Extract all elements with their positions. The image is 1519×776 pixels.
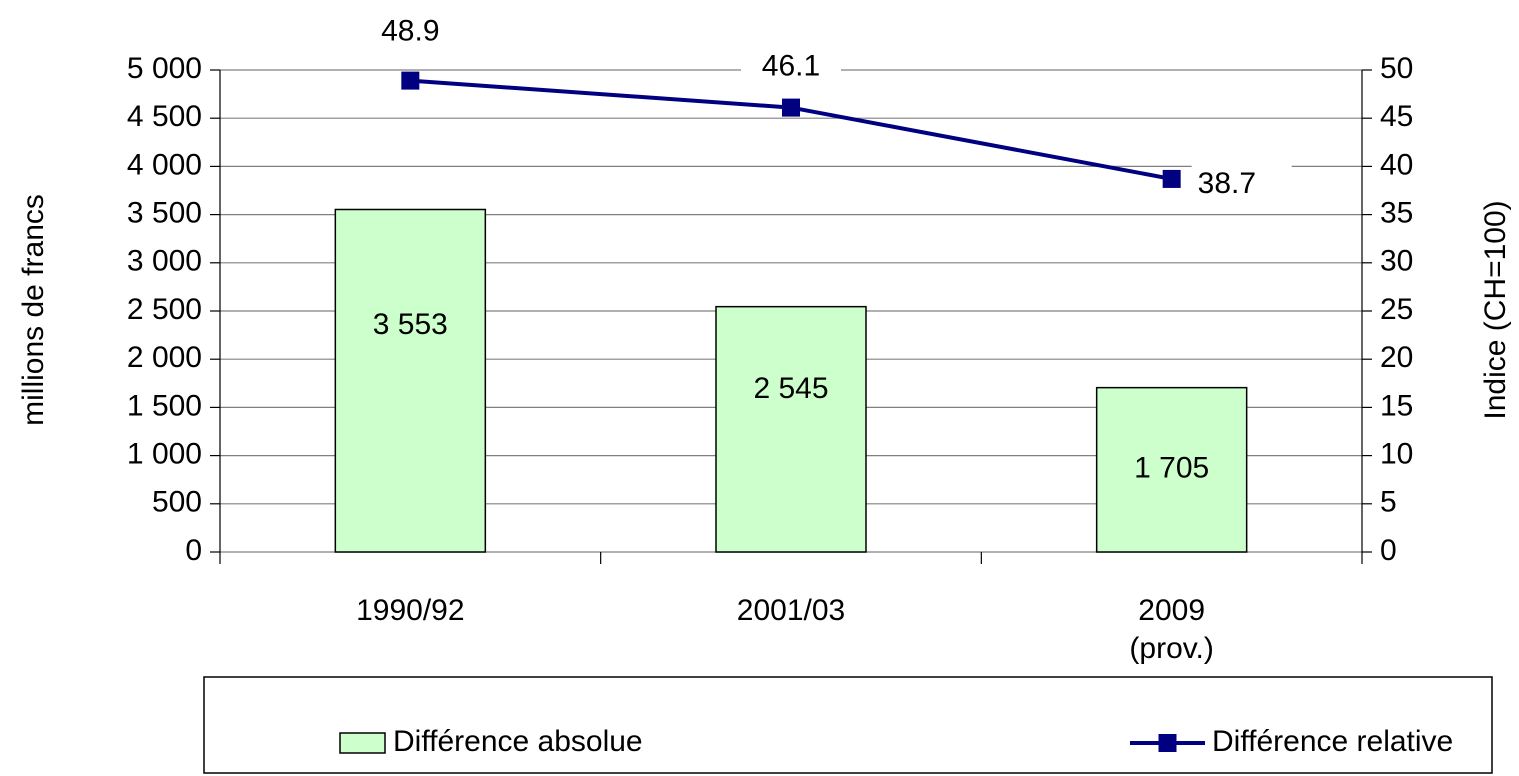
y2-tick-label: 30	[1380, 245, 1413, 278]
y2-tick-label: 25	[1380, 293, 1413, 326]
bar	[1095, 386, 1248, 553]
y-tick-label: 4 500	[127, 100, 202, 133]
bar	[715, 305, 867, 553]
y2-tick-label: 40	[1380, 148, 1413, 181]
label-bg	[1191, 164, 1292, 205]
line-marker	[401, 71, 420, 90]
y2-axis-title: Indice (CH=100)	[1479, 200, 1512, 419]
line-marker	[1162, 169, 1181, 188]
y2-tick-label: 45	[1380, 100, 1413, 133]
y-tick-label: 2 000	[127, 341, 202, 374]
y2-tick-label: 10	[1380, 438, 1413, 471]
bar-value-label: 1 705	[1134, 452, 1209, 485]
line-value-label: 48.9	[381, 15, 439, 48]
line-value-label: 46.1	[762, 50, 820, 83]
y-tick-label: 4 000	[127, 148, 202, 181]
line	[410, 78, 1173, 181]
y-axis-title: millions de francs	[17, 194, 50, 426]
y-tick-label: 0	[185, 534, 202, 567]
line-value-label: 38.7	[1198, 167, 1256, 200]
legend-swatch	[339, 732, 386, 754]
line-marker	[782, 98, 800, 117]
y-tick-label: 1 500	[127, 389, 202, 422]
y2-tick-label: 15	[1380, 389, 1413, 422]
bar	[334, 208, 487, 553]
y-tick-label: 1 000	[127, 438, 202, 471]
bar-value-label: 3 553	[373, 308, 448, 341]
x-tick-label: 2009 (prov.)	[1129, 594, 1214, 665]
y-tick-label: 5 000	[127, 52, 202, 85]
y-tick-label: 500	[152, 486, 202, 519]
x-tick-label: 1990/92	[356, 594, 465, 627]
y2-tick-label: 20	[1380, 341, 1413, 374]
y2-tick-label: 35	[1380, 197, 1413, 230]
label-bg	[360, 12, 461, 53]
y2-tick-label: 0	[1380, 534, 1397, 567]
legend-box	[203, 676, 1493, 774]
bar-value-label: 2 545	[753, 372, 828, 405]
label-bg	[741, 47, 841, 88]
y-tick-label: 3 500	[127, 197, 202, 230]
y2-tick-label: 5	[1380, 486, 1397, 519]
legend-marker	[1158, 734, 1177, 752]
y2-tick-label: 50	[1380, 52, 1413, 85]
x-tick-label: 2001/03	[736, 594, 846, 627]
legend-label: Différence relative	[1212, 725, 1453, 758]
y-tick-label: 2 500	[127, 293, 202, 326]
legend-label: Différence absolue	[393, 725, 643, 758]
y-tick-label: 3 000	[127, 245, 202, 278]
